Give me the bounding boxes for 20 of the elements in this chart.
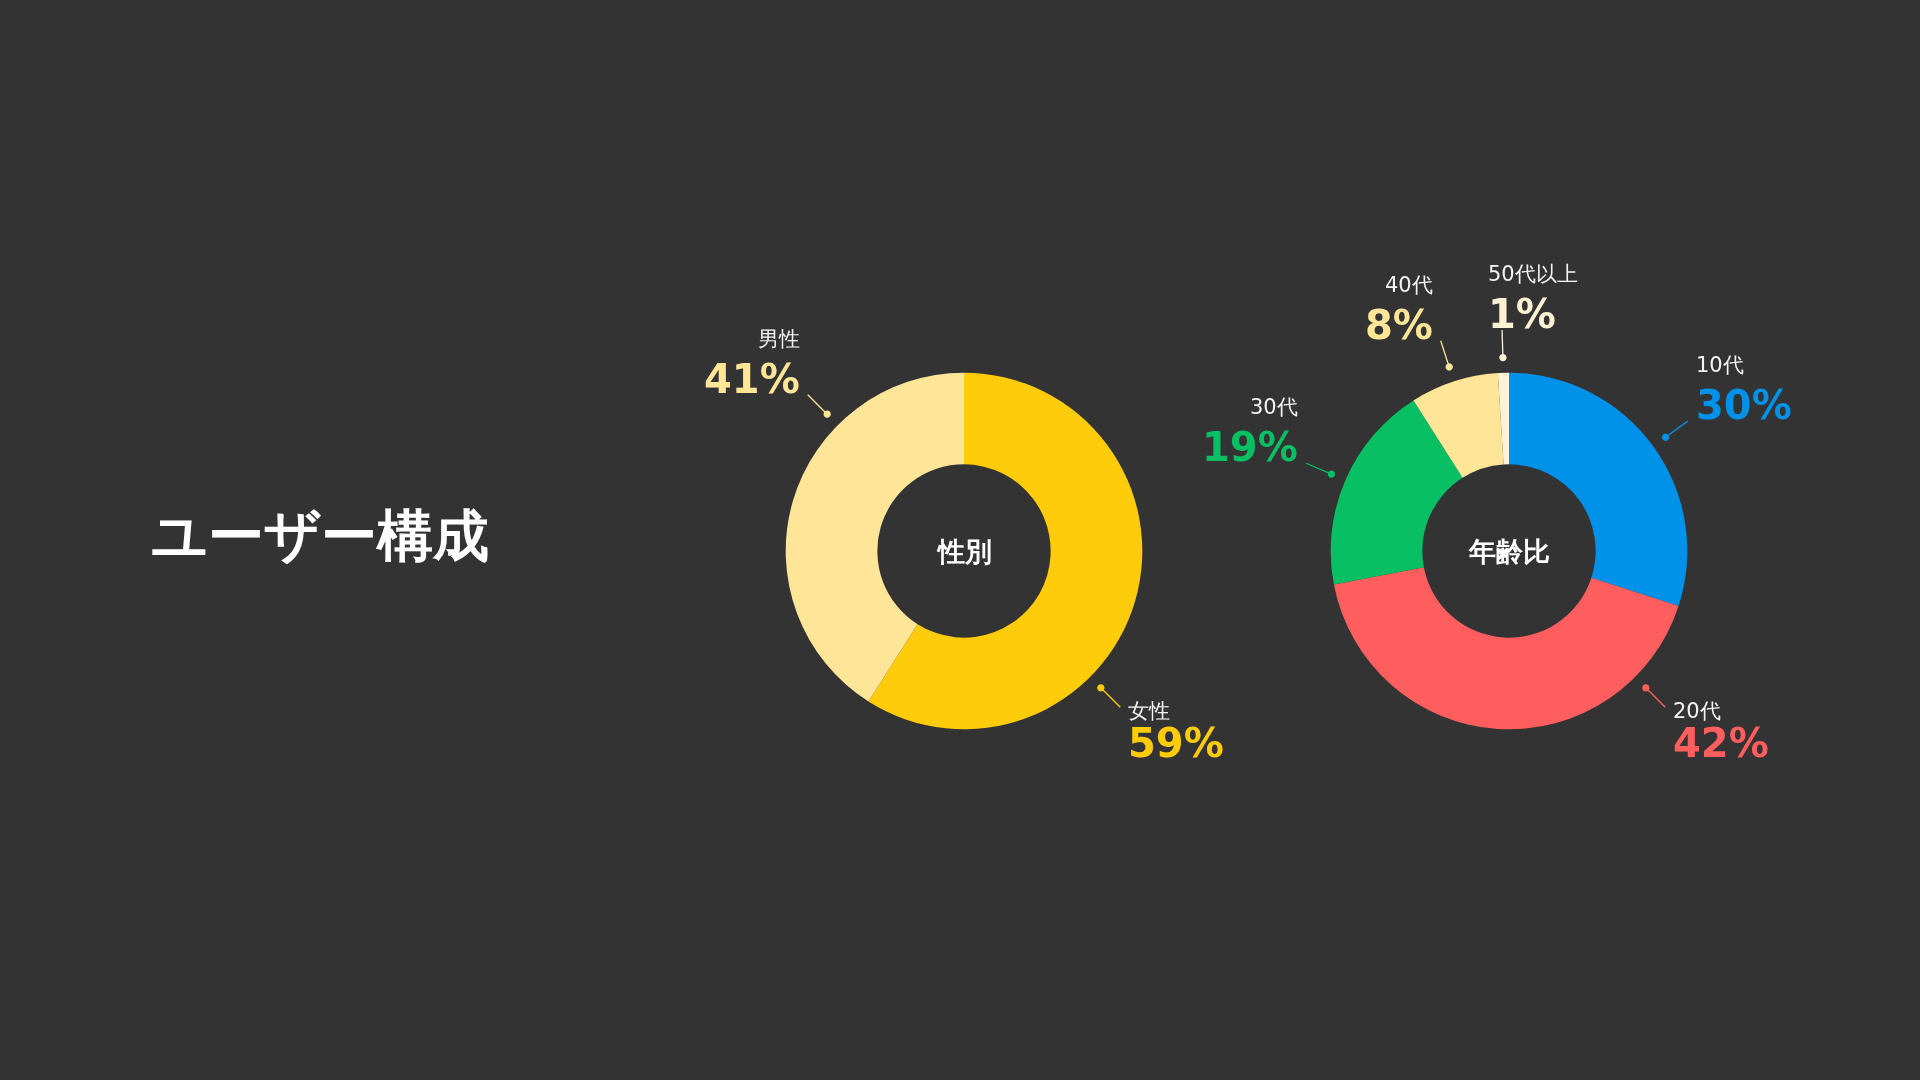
text: 性別: [936, 536, 992, 567]
data-label: 42%: [1673, 720, 1769, 766]
data-label: 30%: [1696, 382, 1792, 428]
data-label: 59%: [1128, 720, 1224, 766]
slice-label: 40代: [1385, 273, 1433, 297]
slice-label: 20代: [1673, 699, 1721, 723]
data-label: 1%: [1488, 291, 1556, 337]
data-label: 8%: [1365, 302, 1433, 348]
slice-label: 30代: [1250, 395, 1298, 419]
data-label: 41%: [704, 356, 800, 402]
data-label: 19%: [1202, 424, 1298, 470]
slice-label: 50代以上: [1488, 262, 1578, 286]
text: 年齢比: [1468, 536, 1550, 567]
slice-label: 10代: [1696, 353, 1744, 377]
slice-label: 女性: [1128, 699, 1170, 723]
donut-slice: [1413, 373, 1504, 478]
donut-slice: [1330, 400, 1463, 585]
text: ユーザー構成: [151, 503, 489, 568]
slice-label: 男性: [758, 327, 800, 351]
donut-slice: [1497, 372, 1509, 465]
